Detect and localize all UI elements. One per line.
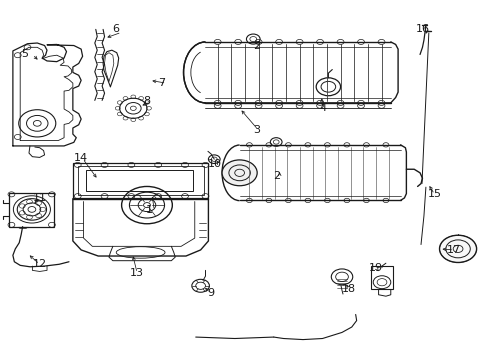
Text: 14: 14: [74, 153, 88, 163]
Text: 18: 18: [342, 284, 356, 294]
Bar: [86, 170, 193, 192]
Text: 5: 5: [21, 49, 28, 59]
Text: 13: 13: [130, 268, 144, 278]
Text: 3: 3: [253, 125, 260, 135]
Text: 2: 2: [253, 41, 260, 50]
Circle shape: [222, 160, 257, 186]
Text: 12: 12: [33, 259, 47, 269]
Text: 6: 6: [112, 24, 119, 35]
Bar: [370, 266, 392, 289]
Text: 9: 9: [206, 288, 213, 298]
Bar: [73, 163, 208, 198]
Circle shape: [439, 235, 476, 262]
Text: 16: 16: [415, 24, 428, 35]
Text: 15: 15: [427, 189, 441, 199]
Text: 10: 10: [208, 159, 222, 169]
Bar: [78, 166, 203, 195]
Bar: [9, 193, 54, 226]
Text: 1: 1: [145, 206, 153, 216]
Text: 4: 4: [318, 103, 325, 113]
Text: 8: 8: [143, 96, 150, 106]
Text: 7: 7: [158, 78, 165, 88]
Text: 19: 19: [368, 263, 383, 273]
Text: 2: 2: [272, 171, 279, 181]
Text: 11: 11: [33, 193, 47, 203]
Text: 17: 17: [446, 245, 460, 255]
